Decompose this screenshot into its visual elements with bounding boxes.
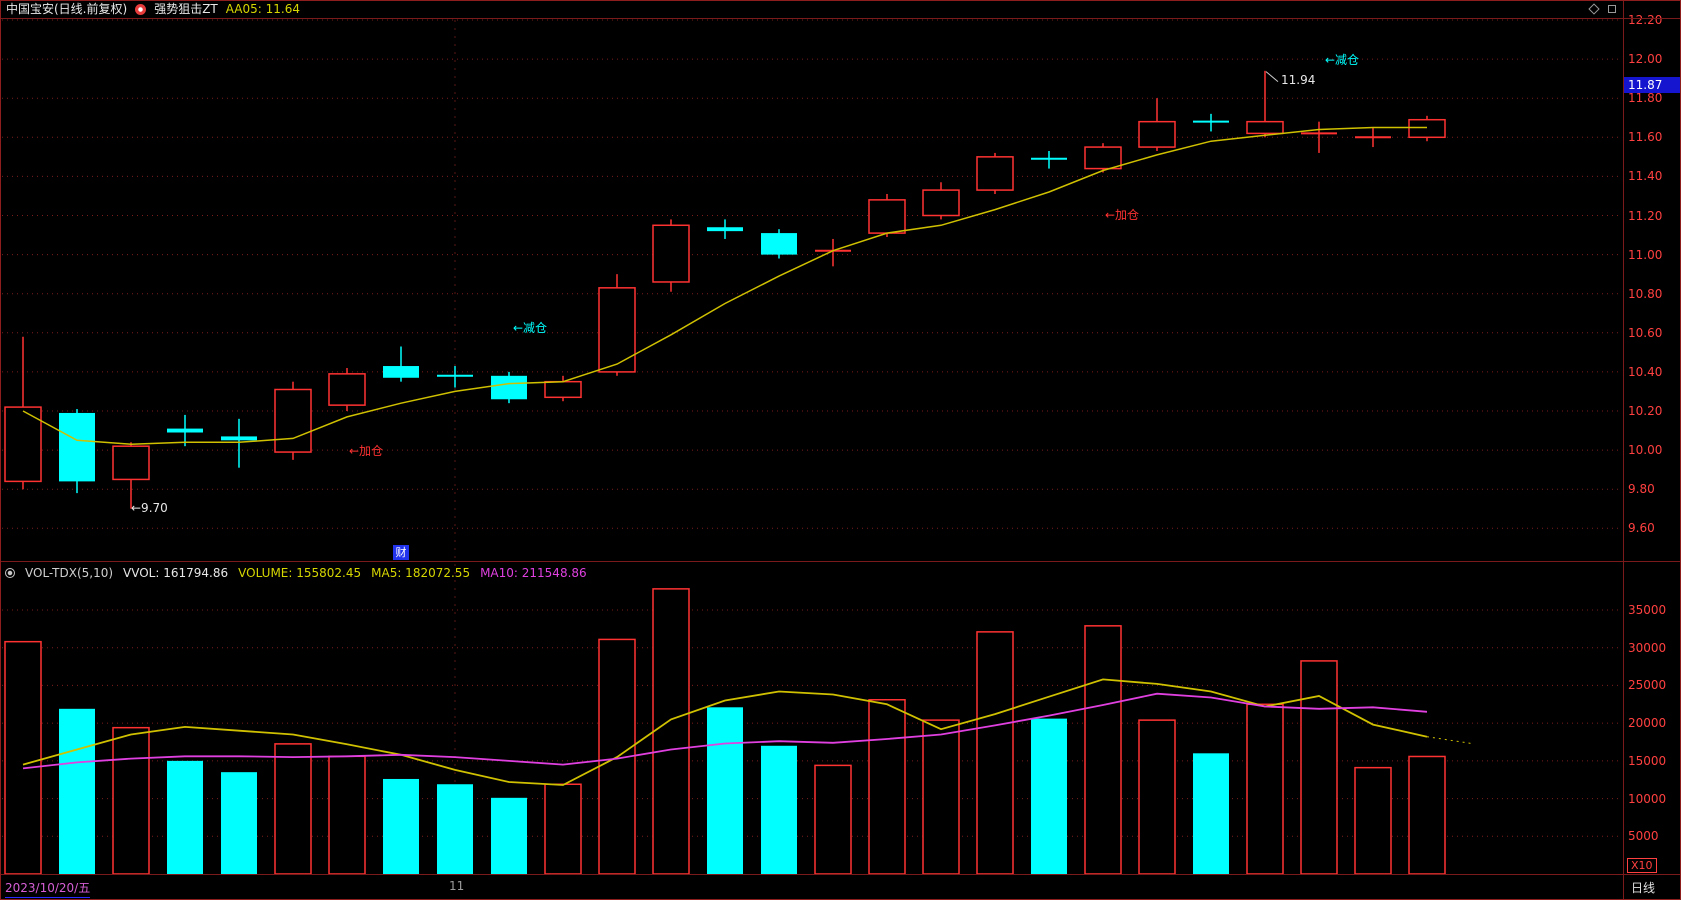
volume-bar-down[interactable] <box>383 778 419 874</box>
stock-title: 中国宝安(日线.前复权) <box>6 2 128 16</box>
volume-bar-up[interactable] <box>328 755 366 875</box>
current-price-tag: 11.87 <box>1624 77 1680 93</box>
candle-body-up[interactable] <box>1246 120 1284 135</box>
volume-bar-down[interactable] <box>761 745 797 874</box>
volume-bar-up[interactable] <box>4 640 42 875</box>
volume-bar-down[interactable] <box>491 797 527 874</box>
candle-body-down[interactable] <box>59 412 95 482</box>
footer-separator <box>1 874 1680 875</box>
volume-bar-down[interactable] <box>167 760 203 874</box>
candle-body-up[interactable] <box>922 189 960 217</box>
volume-bar-up[interactable] <box>976 631 1014 875</box>
month-label: 11 <box>449 879 465 893</box>
candle-body-up[interactable] <box>652 224 690 283</box>
volume-bar-up[interactable] <box>652 588 690 875</box>
candle-body-up[interactable] <box>274 388 312 453</box>
volume-bar-down[interactable] <box>707 707 743 874</box>
volume-ma5-forecast-line <box>1426 736 1474 745</box>
candle-body-down[interactable] <box>761 233 797 255</box>
volume-header: VOL-TDX(5,10) VVOL: 161794.86 VOLUME: 15… <box>1 562 1621 584</box>
volume-bar-up[interactable] <box>1300 660 1338 875</box>
candle-body-up[interactable] <box>1408 118 1446 139</box>
candle-body-down[interactable] <box>221 436 257 441</box>
first-date-label[interactable]: 2023/10/20/五 <box>5 879 91 898</box>
volume-bar-up[interactable] <box>274 743 312 875</box>
volume-bar-down[interactable] <box>1193 753 1229 874</box>
candle-body-up[interactable] <box>4 406 42 483</box>
volume-bar-up[interactable] <box>922 719 960 875</box>
period-label[interactable]: 日线 <box>1631 881 1656 895</box>
volume-bar-up[interactable] <box>1138 719 1176 875</box>
volume-bar-up[interactable] <box>1408 755 1446 875</box>
candle-body-up[interactable] <box>598 287 636 373</box>
candle-body-up[interactable] <box>976 156 1014 191</box>
candle-body-down[interactable] <box>707 227 743 232</box>
volume-bar-down[interactable] <box>59 708 95 874</box>
indicator-toggle-icon[interactable] <box>5 568 15 578</box>
axis-separator <box>1623 1 1624 899</box>
indicator-name: 强势狙击ZT <box>154 2 218 16</box>
candle-body-up[interactable] <box>1084 146 1122 170</box>
pane-separator <box>1 561 1680 562</box>
event-badge[interactable]: 财 <box>393 545 409 560</box>
candle-body-up[interactable] <box>328 373 366 406</box>
candle-body-up[interactable] <box>544 380 582 399</box>
candle-body-up[interactable] <box>112 445 150 481</box>
vvol-value: VVOL: 161794.86 <box>123 566 229 580</box>
chart-header: 中国宝安(日线.前复权) 强势狙击ZT AA05: 11.64 <box>1 1 1591 18</box>
volume-ma10-line <box>22 692 1428 770</box>
volume-ma5-line <box>22 678 1428 786</box>
volume-bar-down[interactable] <box>437 784 473 874</box>
indicator-value-label: AA05: 11.64 <box>225 2 300 16</box>
candle-body-down[interactable] <box>491 375 527 400</box>
price-ma5-line <box>22 126 1427 445</box>
volume-value: VOLUME: 155802.45 <box>238 566 362 580</box>
candle-body-up[interactable] <box>1138 120 1176 148</box>
volume-bar-up[interactable] <box>1354 766 1392 875</box>
volume-ma10-value: MA10: 211548.86 <box>480 566 587 580</box>
volume-bar-up[interactable] <box>1084 625 1122 875</box>
volume-bar-up[interactable] <box>814 764 852 875</box>
footer-bar: 2023/10/20/五 11 日线 <box>1 875 1680 899</box>
volume-bar-up[interactable] <box>1246 703 1284 875</box>
indicator-dot-icon[interactable] <box>135 4 147 15</box>
volume-unit-tag: X10 <box>1627 858 1657 873</box>
candle-body-down[interactable] <box>167 428 203 433</box>
volume-ma5-value: MA5: 182072.55 <box>371 566 471 580</box>
volume-bar-down[interactable] <box>1031 718 1067 874</box>
volume-bar-down[interactable] <box>221 772 257 874</box>
candle-body-up[interactable] <box>868 199 906 234</box>
volume-bar-up[interactable] <box>544 783 582 875</box>
header-separator <box>1 18 1680 19</box>
candle-body-down[interactable] <box>383 366 419 378</box>
callout-line <box>1265 71 1279 82</box>
volume-bar-up[interactable] <box>112 726 150 875</box>
volume-formula-label: VOL-TDX(5,10) <box>25 566 114 580</box>
volume-bar-up[interactable] <box>868 699 906 875</box>
restore-window-icon[interactable] <box>1608 5 1616 13</box>
